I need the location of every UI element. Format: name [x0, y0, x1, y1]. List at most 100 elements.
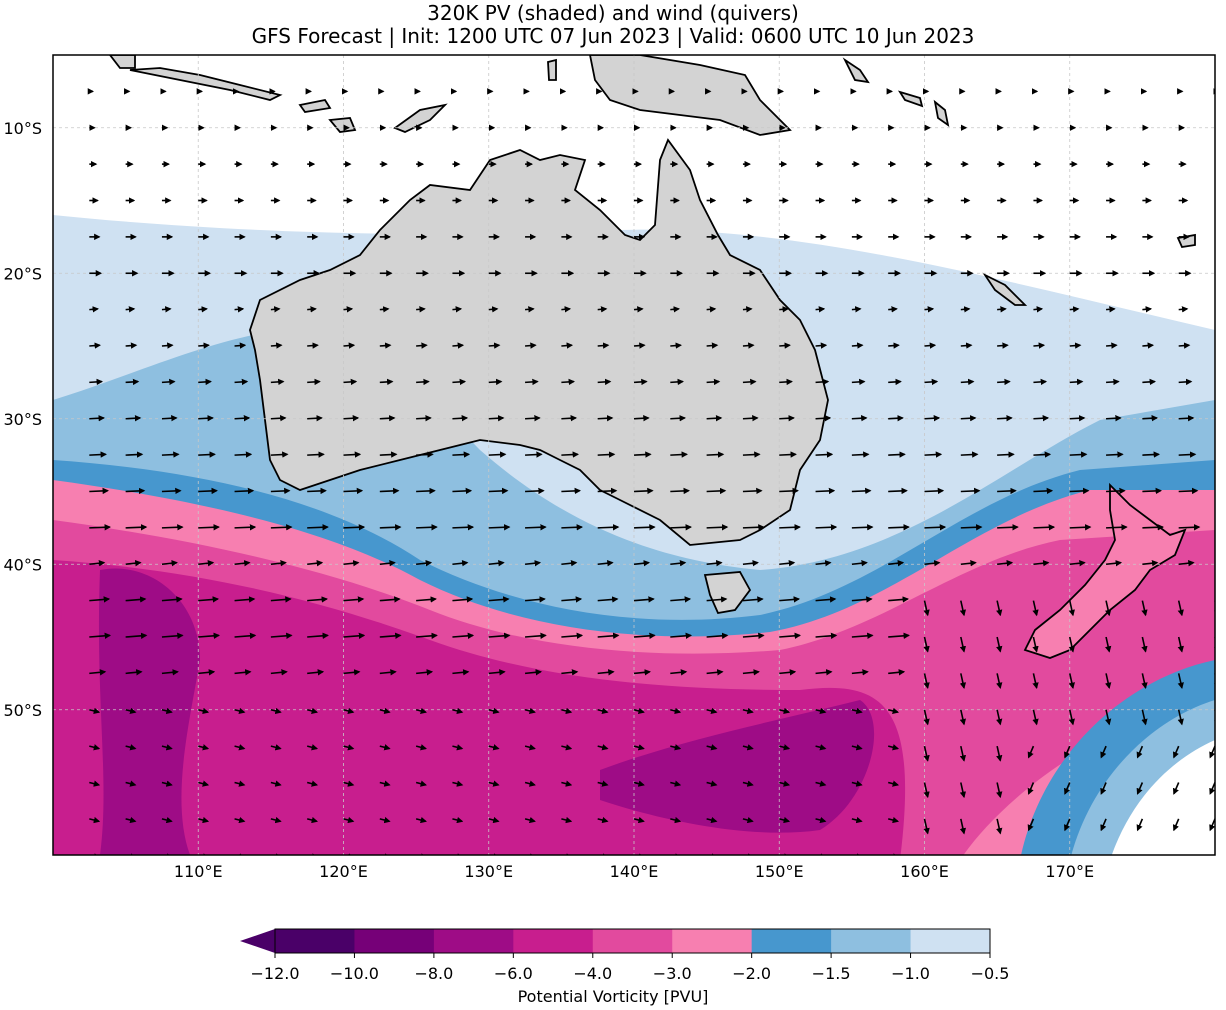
wind-quiver — [307, 487, 327, 495]
wind-quiver — [815, 451, 834, 458]
wind-quiver — [815, 560, 832, 567]
wind-quiver — [488, 707, 500, 715]
wind-quiver — [452, 669, 470, 676]
wind-quiver — [1033, 487, 1054, 495]
wind-quiver — [597, 451, 616, 458]
lat-tick-label: 40°S — [3, 555, 42, 574]
lat-tick-label: 10°S — [3, 119, 42, 138]
wind-quiver — [779, 342, 791, 349]
wind-quiver — [89, 744, 101, 751]
wind-quiver — [343, 669, 361, 676]
wind-quiver — [452, 378, 467, 386]
wind-quiver — [125, 780, 137, 787]
wind-quiver — [343, 378, 358, 386]
wind-quiver — [416, 306, 426, 313]
wind-quiver — [851, 780, 863, 787]
colorbar-tick-label: −1.5 — [812, 964, 851, 983]
wind-quiver — [524, 744, 536, 751]
wind-quiver — [270, 342, 283, 349]
wind-quiver — [270, 816, 282, 824]
wind-quiver — [960, 378, 975, 386]
wind-quiver — [1033, 378, 1048, 386]
wind-quiver — [1214, 417, 1215, 419]
wind-quiver — [779, 707, 791, 715]
wind-quiver — [997, 378, 1011, 386]
wind-quiver — [379, 596, 401, 603]
wind-quiver — [488, 306, 499, 313]
lon-tick-label: 140°E — [610, 862, 659, 881]
wind-quiver — [1033, 560, 1050, 567]
wind-quiver — [851, 451, 870, 458]
wind-quiver — [815, 816, 827, 824]
wind-quiver — [1069, 306, 1080, 313]
wind-quiver — [198, 744, 210, 751]
wind-quiver — [89, 378, 103, 386]
lon-tick-label: 130°E — [464, 862, 513, 881]
wind-quiver — [779, 744, 791, 751]
wind-quiver — [670, 560, 687, 567]
wind-quiver — [89, 560, 106, 567]
wind-quiver — [452, 596, 474, 603]
lat-tick-label: 50°S — [3, 701, 42, 720]
wind-quiver — [742, 415, 759, 422]
wind-quiver — [379, 487, 400, 495]
wind-quiver — [888, 524, 910, 531]
wind-quiver — [815, 415, 832, 422]
wind-quiver — [561, 306, 572, 313]
wind-quiver — [198, 524, 220, 531]
wind-quiver — [706, 560, 723, 567]
wind-quiver — [488, 342, 501, 349]
wind-quiver — [1214, 345, 1215, 346]
wind-quiver — [198, 415, 214, 422]
wind-quiver — [343, 632, 366, 639]
wind-quiver — [597, 780, 609, 787]
wind-quiver — [561, 669, 579, 676]
wind-quiver — [307, 524, 329, 531]
wind-quiver — [161, 487, 182, 495]
wind-quiver — [234, 816, 246, 824]
wind-quiver — [742, 632, 765, 639]
wind-quiver — [633, 816, 645, 824]
wind-quiver — [851, 524, 874, 531]
wind-quiver — [488, 487, 509, 495]
wind-quiver — [1178, 306, 1189, 313]
wind-quiver — [270, 632, 293, 639]
wind-quiver — [416, 487, 436, 495]
wind-quiver — [1178, 415, 1195, 422]
wind-quiver — [234, 306, 245, 313]
wind-quiver — [234, 487, 255, 495]
wind-quiver — [379, 524, 402, 531]
wind-quiver — [234, 560, 251, 567]
wind-quiver — [379, 560, 396, 567]
wind-quiver — [633, 560, 650, 567]
wind-quiver — [488, 669, 506, 676]
wind-quiver — [161, 816, 173, 824]
wind-quiver — [198, 632, 221, 639]
wind-quiver — [1033, 415, 1050, 422]
wind-quiver — [1105, 306, 1116, 313]
wind-quiver — [1178, 451, 1197, 458]
wind-quiver — [343, 560, 360, 567]
colorbar-cell — [354, 929, 435, 953]
wind-quiver — [89, 669, 107, 676]
wind-quiver — [996, 782, 1003, 799]
wind-quiver — [379, 415, 396, 422]
wind-quiver — [234, 707, 246, 715]
wind-quiver — [633, 669, 651, 676]
wind-quiver — [815, 378, 830, 386]
wind-quiver — [597, 744, 609, 751]
wind-quiver — [670, 415, 686, 422]
wind-quiver — [343, 306, 354, 313]
wind-quiver — [706, 816, 718, 824]
wind-quiver — [1032, 673, 1039, 690]
wind-quiver — [1033, 306, 1044, 313]
wind-quiver — [198, 669, 216, 676]
wind-quiver — [343, 816, 355, 824]
wind-quiver — [452, 306, 463, 313]
wind-quiver — [270, 524, 293, 531]
wind-quiver — [379, 342, 392, 349]
wind-quiver — [198, 451, 216, 458]
wind-quiver — [923, 673, 930, 690]
wind-quiver — [597, 378, 612, 386]
